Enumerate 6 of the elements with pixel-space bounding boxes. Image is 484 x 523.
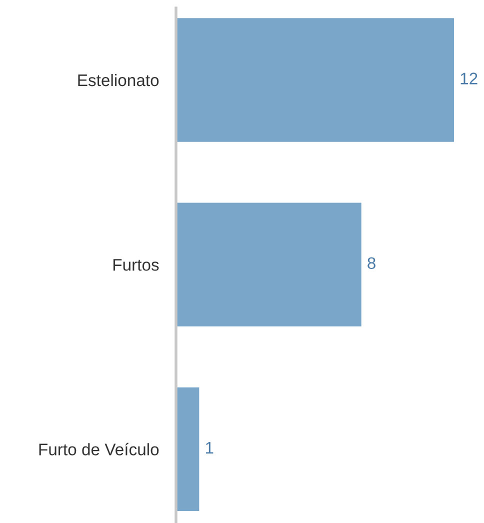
y-tick-label: Furtos <box>113 259 159 271</box>
data-label: 1 <box>206 442 214 454</box>
y-tick-label: Furto de Veículo <box>39 442 159 456</box>
data-label: 8 <box>368 257 376 270</box>
y-tick-label: Estelionato <box>78 74 159 86</box>
data-label: 12 <box>460 72 478 84</box>
